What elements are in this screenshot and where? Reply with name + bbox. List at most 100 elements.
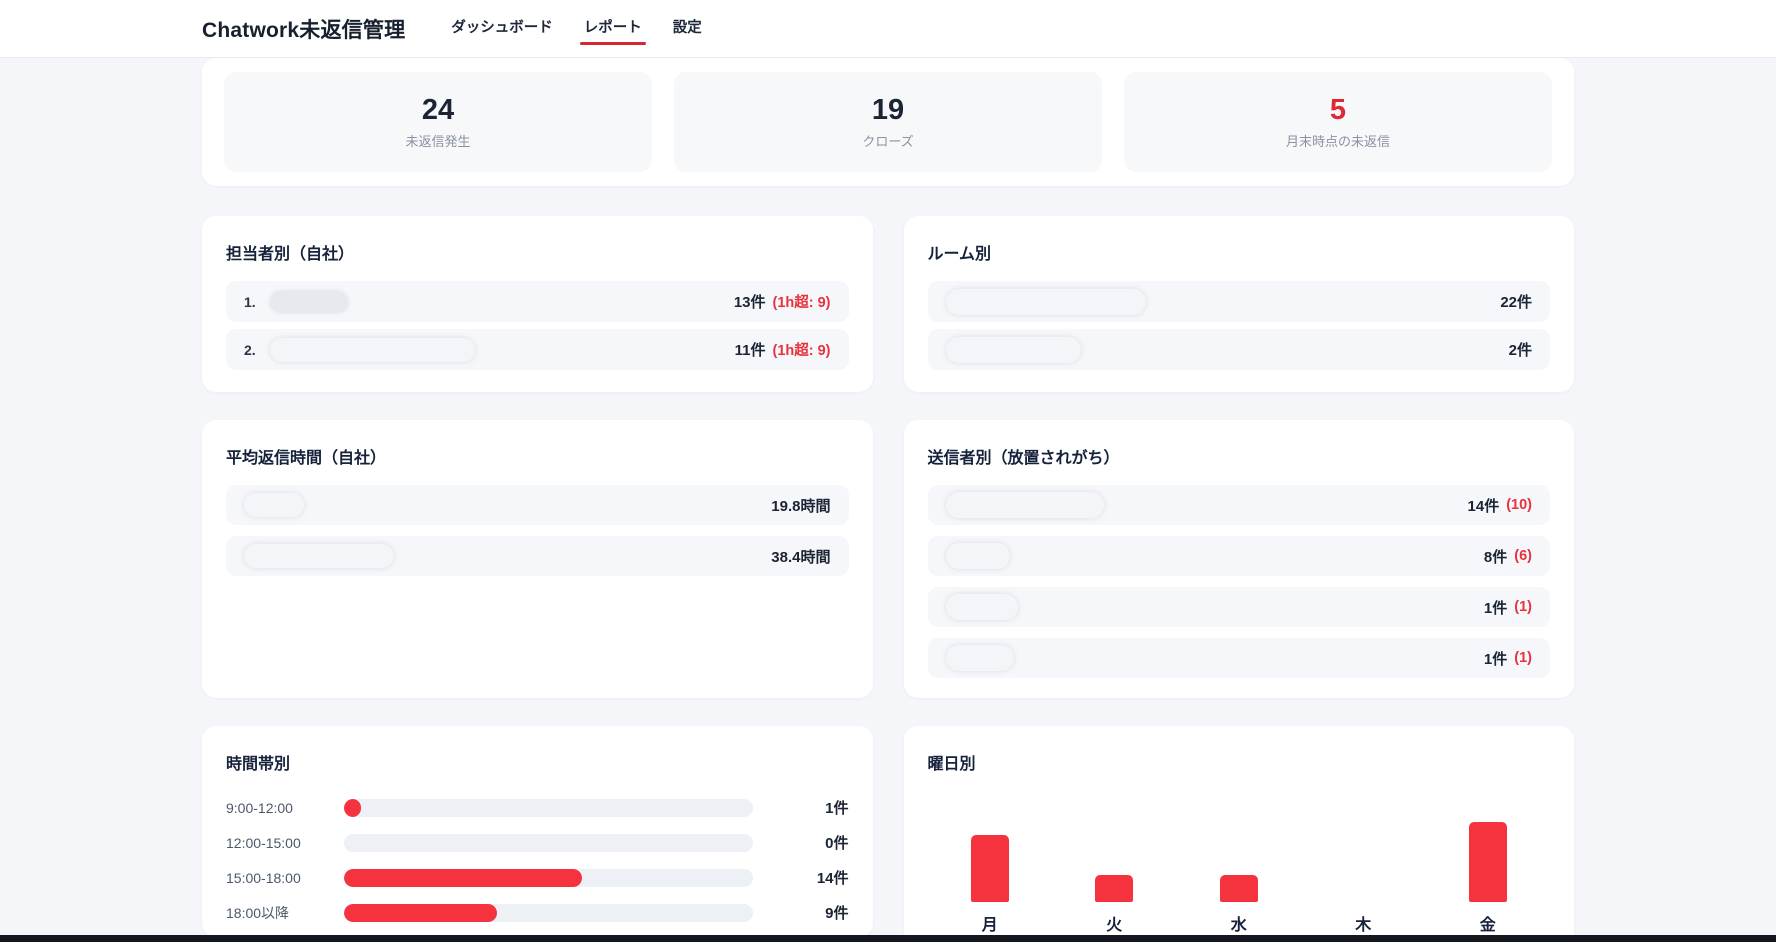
weekday-label: 月 [981,917,998,934]
rank-value: 38.4時間 [771,548,831,566]
rank-value: 22件 [1500,294,1532,311]
stat-label-month-end-unreplied: 月末時点の未返信 [1285,133,1390,149]
timeband-chart: 9:00-12:00 1件 12:00-15:00 0件 15:00-18:00… [226,797,849,923]
stats-panel: 24 未返信発生 19 クローズ 5 月末時点の未返信 [202,58,1574,186]
table-row: 19.8時間 [226,485,849,525]
cards-grid: 担当者別（自社） 1. 13件 (1h超: 9) 2. 11件 (1h超: 9)… [202,216,1574,942]
bar-value: 14件 [816,870,849,887]
stat-card-unreplied: 24 未返信発生 [224,72,652,172]
bar-area [1219,822,1258,902]
bar-value: 9件 [825,905,849,922]
bar-area [1095,822,1134,902]
redacted-name [269,290,348,313]
rank-value: 11件 [734,342,766,359]
bar-label: 18:00以降 [226,904,290,921]
bar-row: 15:00-18:00 14件 [226,867,849,888]
rank-value: 1件 [1483,599,1508,617]
table-row: 1件 (1) [927,587,1550,627]
rank-value: 1件 [1483,650,1508,668]
rank-index: 1. [244,293,256,310]
redacted-room-name [945,336,1081,363]
table-row: 1. 13件 (1h超: 9) [226,281,849,322]
redacted-room-name [945,288,1146,315]
rank-value: 13件 [733,294,766,311]
main-content: 24 未返信発生 19 クローズ 5 月末時点の未返信 担当者別（自社） 1. … [202,58,1574,942]
bar-row: 18:00以降 9件 [226,902,849,923]
bar-row: 9:00-12:00 1件 [226,797,849,818]
weekday-bar [970,835,1009,902]
rank-note: (10) [1506,497,1532,513]
stat-value-closed: 19 [871,94,905,127]
weekday-label: 金 [1479,917,1496,934]
bar-track [344,798,753,817]
window-bottom-edge [0,935,1776,942]
card-title: 担当者別（自社） [226,246,355,263]
stat-value-month-end-unreplied: 5 [1329,94,1347,127]
table-row: 2件 [927,329,1550,370]
rank-note: (1) [1514,599,1532,615]
app-header: Chatwork未返信管理 ダッシュボード レポート 設定 [0,0,1776,58]
bar-row: 12:00-15:00 0件 [226,832,849,853]
rank-note-overdue: (1h超: 9) [772,343,831,359]
stat-label-unreplied: 未返信発生 [405,133,471,149]
card-title: 曜日別 [927,756,976,773]
table-row: 2. 11件 (1h超: 9) [226,329,849,370]
weekday-label: 火 [1106,917,1123,934]
bar-area [1468,822,1507,902]
weekday-bar [1219,875,1258,902]
bar-fill [344,798,362,817]
bar-fill [344,868,583,887]
rank-index: 2. [244,341,256,358]
rank-value: 19.8時間 [771,497,831,515]
weekday-bar [1468,822,1507,902]
weekday-column: 月 5件 [928,822,1053,942]
bar-area [970,822,1009,902]
bar-label: 15:00-18:00 [226,869,301,886]
rank-note-overdue: (1h超: 9) [772,295,831,311]
weekday-bar [1095,875,1134,902]
rank-value: 8件 [1483,548,1508,566]
bar-area [1344,822,1382,902]
bar-fill [344,903,498,922]
table-row: 1件 (1) [927,638,1550,678]
table-row: 38.4時間 [226,536,849,576]
bar-value: 0件 [825,835,849,852]
tab-settings[interactable]: 設定 [672,20,702,36]
card-title: ルーム別 [927,246,992,263]
weekday-chart: 月 5件 火 2件 水 2件 木 0件 [928,822,1551,942]
redacted-sender-name [945,594,1018,620]
stat-card-month-end-unreplied: 5 月末時点の未返信 [1124,72,1552,172]
bar-track [344,868,753,887]
card-title: 時間帯別 [226,756,291,773]
table-row: 14件 (10) [927,485,1550,525]
card-by-sender: 送信者別（放置されがち） 14件 (10) 8件 (6) 1件 (1) [903,420,1574,698]
bar-track [344,833,753,852]
redacted-name [244,544,394,568]
stat-label-closed: クローズ [862,133,914,149]
main-nav: ダッシュボード レポート 設定 [449,10,704,47]
rank-note: (6) [1514,548,1532,564]
bar-value: 1件 [825,800,849,817]
card-avg-reply-time: 平均返信時間（自社） 19.8時間 38.4時間 [202,420,873,698]
tab-report[interactable]: レポート [579,10,646,47]
weekday-column: 木 0件 [1301,822,1426,942]
redacted-name [269,337,475,362]
bar-track [344,903,753,922]
table-row: 8件 (6) [927,536,1550,576]
weekday-column: 火 2件 [1052,822,1177,942]
stat-value-unreplied: 24 [421,94,455,127]
card-by-assignee: 担当者別（自社） 1. 13件 (1h超: 9) 2. 11件 (1h超: 9) [202,216,873,392]
rank-value: 2件 [1508,342,1532,359]
bar-label: 9:00-12:00 [226,799,293,816]
card-by-timeband: 時間帯別 9:00-12:00 1件 12:00-15:00 0件 15:00-… [202,726,873,937]
rank-value: 14件 [1467,497,1500,515]
card-by-room: ルーム別 22件 2件 [903,216,1574,392]
redacted-sender-name [945,543,1010,569]
card-by-weekday: 曜日別 月 5件 火 2件 水 2件 [903,726,1574,942]
app-title: Chatwork未返信管理 [202,18,406,42]
tab-dashboard[interactable]: ダッシュボード [451,20,553,36]
weekday-column: 金 6件 [1426,822,1551,942]
rank-note: (1) [1514,650,1532,666]
card-title: 平均返信時間（自社） [226,450,387,467]
weekday-column: 水 2件 [1177,822,1302,942]
